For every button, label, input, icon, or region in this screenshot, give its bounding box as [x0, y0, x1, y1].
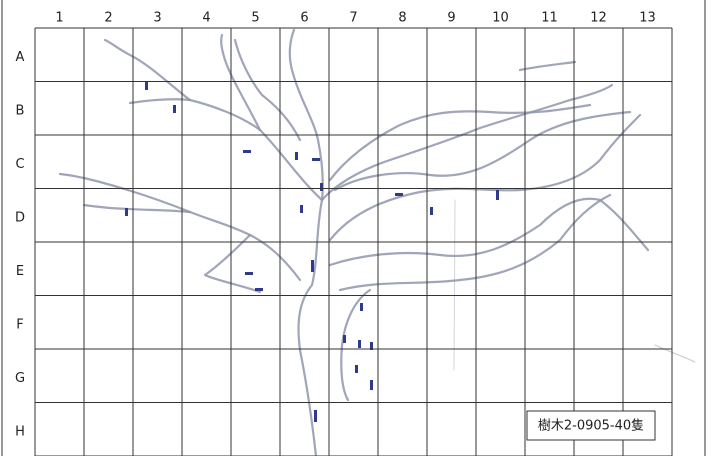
marker — [430, 207, 433, 215]
scan-sheet: 樹木2-0905-40隻 12345678910111213ABCDEFGH — [0, 0, 711, 456]
column-label: 7 — [349, 11, 357, 26]
row-label: B — [16, 103, 25, 118]
column-label: 6 — [300, 11, 308, 26]
marker — [355, 365, 358, 373]
marker — [358, 340, 361, 348]
row-label: E — [16, 264, 24, 279]
row-label: H — [15, 424, 25, 439]
marker — [312, 158, 320, 161]
marker — [295, 152, 298, 160]
marker — [320, 183, 323, 191]
column-label: 2 — [104, 11, 112, 26]
marker — [255, 288, 263, 291]
marker — [343, 335, 346, 343]
column-label: 8 — [398, 11, 406, 26]
sheet-label: 樹木2-0905-40隻 — [538, 419, 644, 434]
column-label: 1 — [55, 11, 63, 26]
marker — [300, 205, 303, 213]
column-label: 10 — [492, 11, 509, 26]
marker — [311, 260, 314, 272]
marker — [314, 410, 317, 422]
column-label: 12 — [590, 11, 607, 26]
column-label: 3 — [153, 11, 161, 26]
column-label: 13 — [639, 11, 656, 26]
marker — [125, 208, 128, 216]
marker — [145, 82, 148, 90]
row-label: D — [15, 210, 25, 225]
marker — [243, 150, 251, 153]
column-label: 4 — [202, 11, 210, 26]
column-label: 11 — [541, 11, 558, 26]
column-label: 5 — [251, 11, 259, 26]
paper — [0, 0, 711, 456]
marker — [496, 190, 499, 200]
row-label: G — [15, 371, 25, 386]
marker — [370, 380, 373, 390]
column-label: 9 — [447, 11, 455, 26]
marker — [173, 105, 176, 113]
marker — [360, 303, 363, 311]
row-label: A — [16, 50, 25, 65]
marker — [245, 272, 253, 275]
marker — [395, 193, 403, 196]
row-label: C — [15, 157, 24, 172]
row-label: F — [16, 317, 23, 332]
